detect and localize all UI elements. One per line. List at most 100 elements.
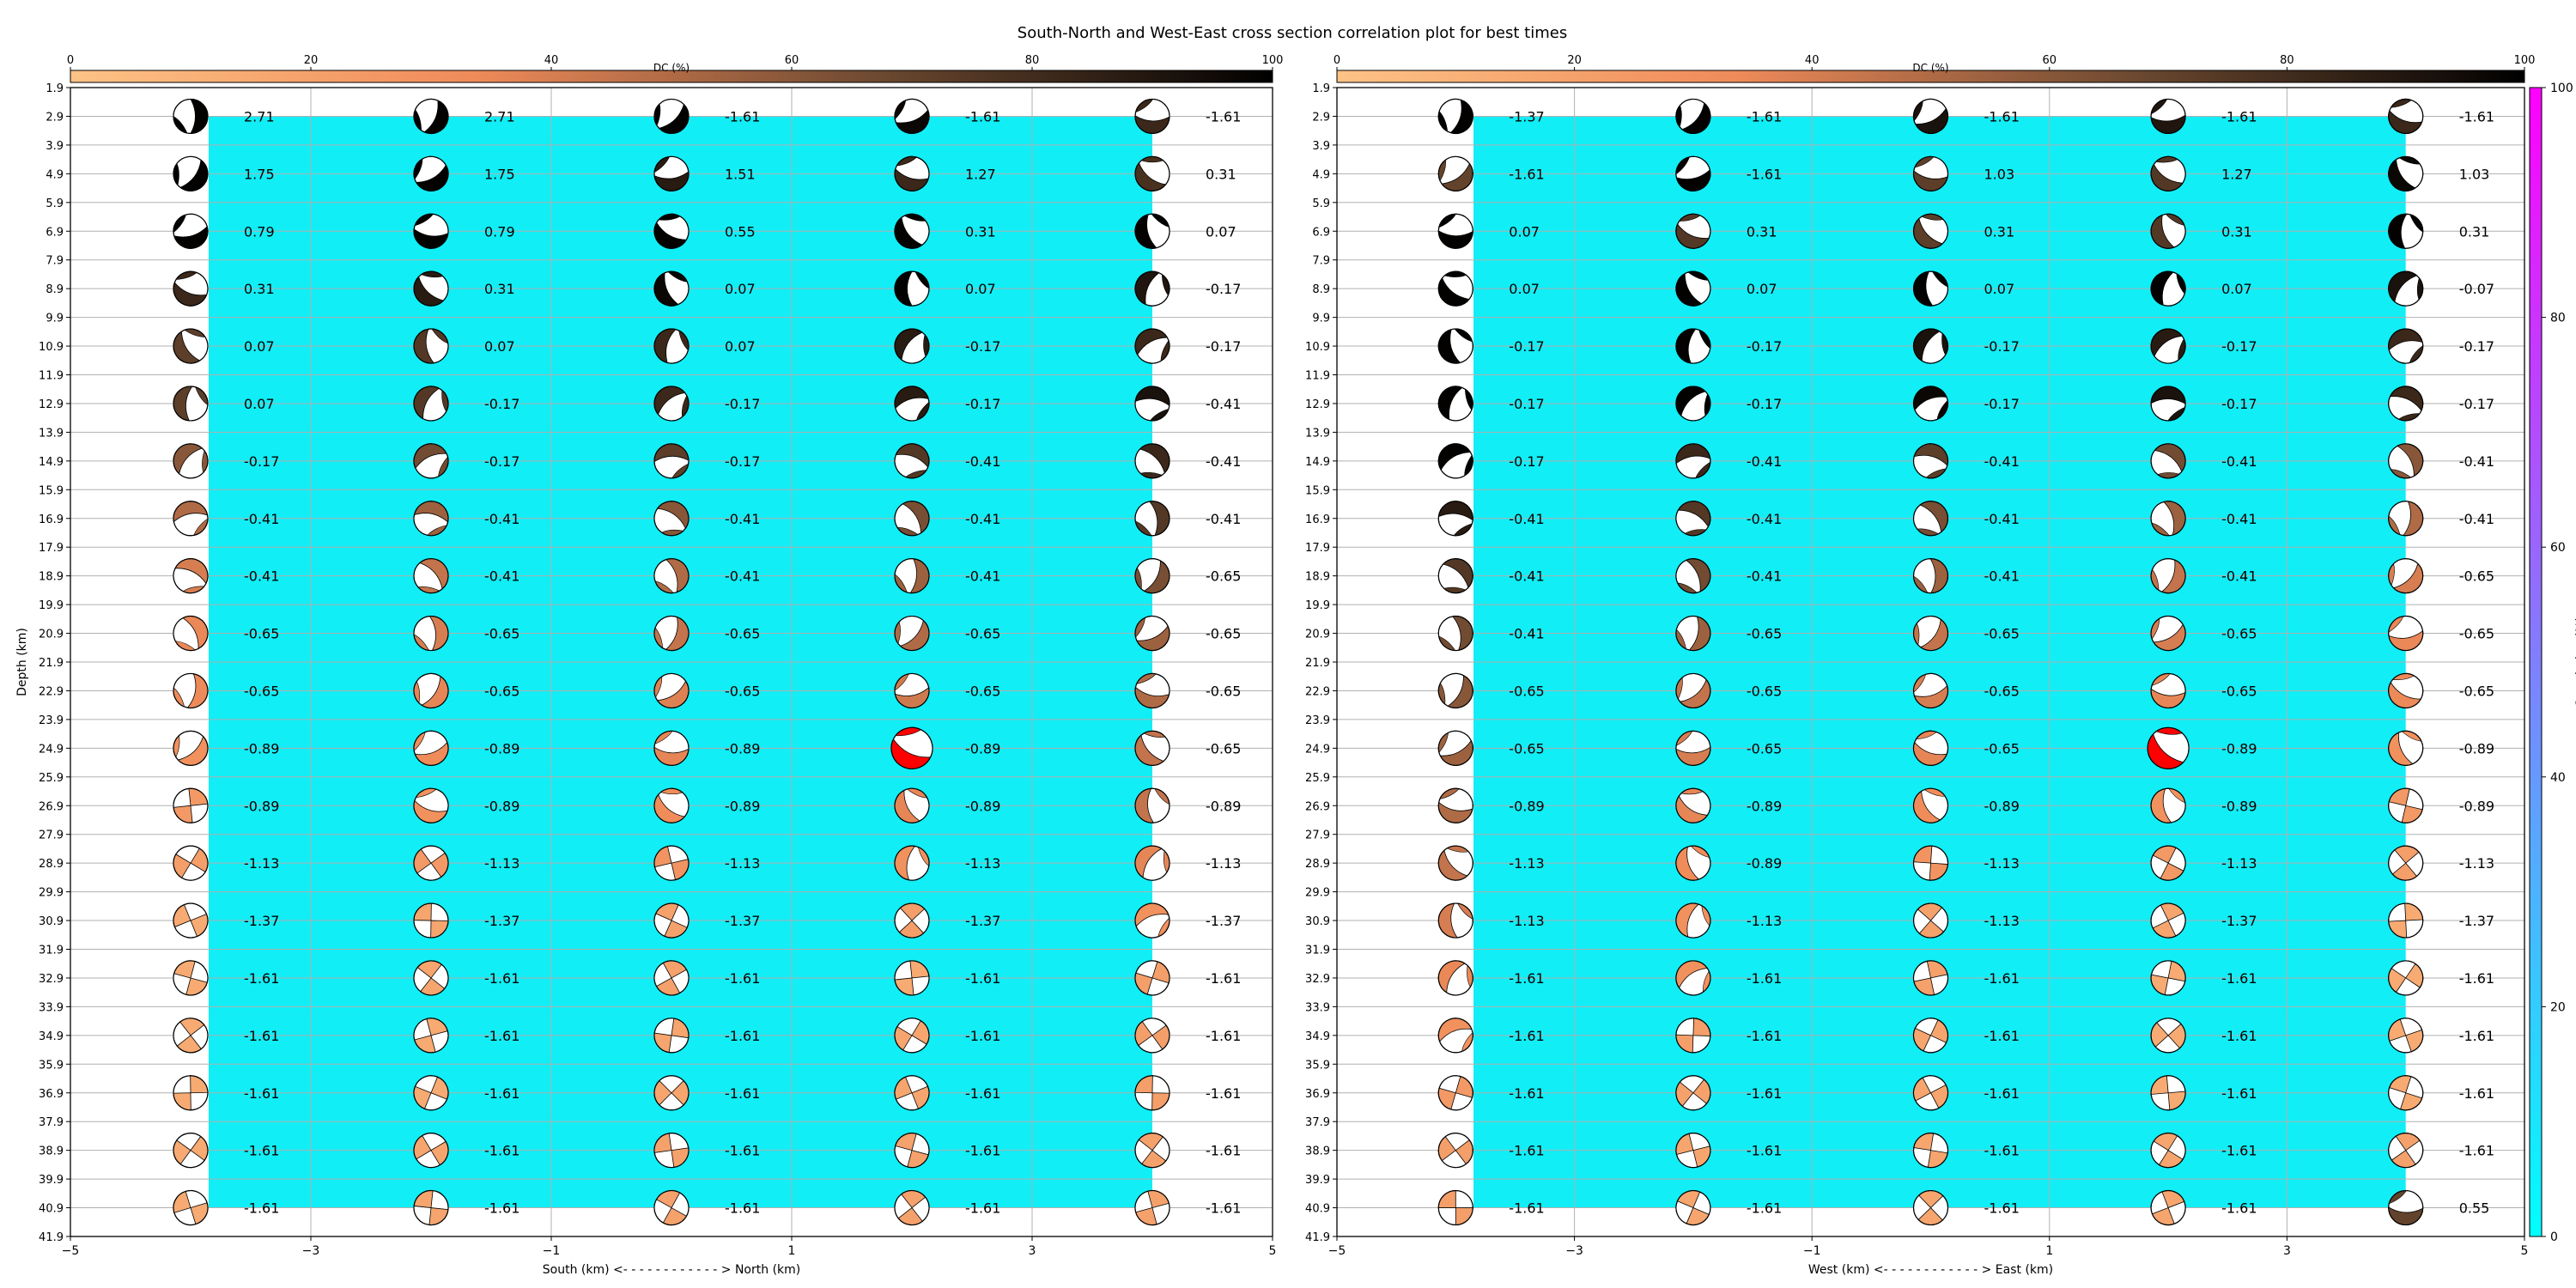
y-tick-label: 36.9: [1305, 1088, 1330, 1101]
beachball-rim: [1675, 845, 1711, 881]
beachball-rim: [173, 1133, 209, 1169]
correlation-label: 1.27: [2221, 166, 2252, 182]
correlation-label: -0.17: [1509, 396, 1544, 412]
beachball-rim: [894, 1075, 930, 1111]
beachball: [413, 730, 449, 766]
y-tick-label: 2.9: [1312, 111, 1330, 124]
beachball-rim: [1912, 1018, 1949, 1054]
corr-tick-label: 0: [2550, 1230, 2558, 1244]
x-tick-label: −1: [543, 1244, 561, 1258]
beachball: [173, 1189, 209, 1226]
beachball-rim: [1912, 787, 1949, 823]
beachball: [1675, 270, 1711, 307]
y-tick-label: 39.9: [1305, 1174, 1330, 1187]
correlation-label: -0.41: [1206, 453, 1241, 470]
correlation-label: -1.61: [725, 970, 760, 987]
beachball-rim: [2150, 213, 2186, 249]
beachball-rim: [413, 902, 449, 939]
y-tick-label: 1.9: [46, 82, 64, 95]
beachball-rim: [1437, 328, 1473, 364]
beachball: [1675, 1018, 1711, 1054]
correlation-label: -0.41: [1747, 511, 1782, 527]
correlation-label: -0.41: [1509, 626, 1544, 642]
beachball-rim: [653, 328, 690, 364]
y-tick-label: 13.9: [39, 427, 64, 440]
beachball: [2388, 730, 2424, 766]
correlation-label: -1.61: [965, 970, 1000, 987]
y-tick-label: 8.9: [1312, 283, 1330, 296]
correlation-label: -1.61: [244, 1143, 279, 1159]
beachball: [1912, 960, 1949, 996]
y-tick-label: 17.9: [39, 542, 64, 555]
correlation-label: 1.75: [484, 166, 515, 182]
correlation-label: -1.61: [244, 970, 279, 987]
correlation-label: 0.79: [244, 223, 275, 240]
beachball: [1437, 155, 1473, 191]
beachball-rim: [894, 1189, 930, 1226]
beachball: [173, 501, 209, 537]
dc-tick-label: 20: [1567, 54, 1582, 67]
beachball-rim: [1134, 615, 1170, 652]
beachball-rim: [2388, 615, 2424, 652]
beachball-rim: [1912, 845, 1949, 881]
beachball-rim: [1437, 270, 1473, 307]
correlation-label: -0.89: [484, 740, 519, 756]
correlation-label: -1.13: [1984, 913, 2020, 929]
y-tick-label: 26.9: [39, 800, 64, 813]
correlation-label: 2.71: [484, 108, 515, 125]
y-tick-label: 27.9: [39, 829, 64, 842]
correlation-label: -0.89: [244, 798, 279, 814]
beachball-rim: [2150, 270, 2186, 307]
beachball-rim: [1675, 960, 1711, 996]
beachball-rim: [1134, 1018, 1170, 1054]
y-tick-label: 13.9: [1305, 427, 1330, 440]
beachball-rim: [173, 615, 209, 652]
correlation-label: 0.31: [484, 281, 515, 297]
beachball: [1437, 213, 1473, 249]
beachball-rim: [894, 98, 930, 135]
beachball: [894, 98, 930, 135]
beachball-rim: [1675, 1075, 1711, 1111]
correlation-label: -0.89: [484, 798, 519, 814]
beachball: [653, 155, 690, 191]
correlation-label: -0.17: [2459, 338, 2494, 355]
beachball: [653, 1189, 690, 1226]
beachball: [2388, 328, 2424, 364]
beachball: [1437, 615, 1473, 652]
beachball: [1437, 960, 1473, 996]
beachball: [1437, 1075, 1473, 1111]
beachball-rim: [1134, 672, 1170, 709]
beachball: [173, 1075, 209, 1111]
beachball-rim: [1675, 213, 1711, 249]
correlation-label: -1.61: [725, 1143, 760, 1159]
dc-tick-label: 40: [544, 54, 559, 67]
beachball-rim: [2388, 558, 2424, 594]
beachball: [1912, 730, 1949, 766]
figure-title: South-North and West-East cross section …: [1018, 24, 1567, 42]
correlation-label: 0.31: [965, 223, 996, 240]
dc-colorbar-label: DC (%): [653, 62, 690, 74]
beachball-rim: [1912, 443, 1949, 479]
beachball-rim: [1437, 730, 1473, 766]
correlation-label: -0.65: [2459, 568, 2494, 585]
correlation-label: -0.17: [2459, 396, 2494, 412]
beachball: [1675, 787, 1711, 823]
correlation-label: -1.61: [1509, 1200, 1544, 1217]
correlation-label: -0.65: [2221, 626, 2257, 642]
beachball-rim: [2150, 558, 2186, 594]
y-tick-label: 28.9: [1305, 858, 1330, 871]
beachball: [1437, 386, 1473, 422]
correlation-label: -0.17: [1509, 453, 1544, 470]
correlation-label: -1.61: [1984, 1143, 2020, 1159]
beachball-rim: [1912, 1133, 1949, 1169]
correlation-label: -1.61: [1984, 970, 2020, 987]
beachball-rim: [653, 1189, 690, 1226]
y-tick-label: 26.9: [1305, 800, 1330, 813]
y-tick-label: 14.9: [39, 456, 64, 469]
beachball: [2150, 328, 2186, 364]
beachball: [653, 1133, 690, 1169]
correlation-label: 0.31: [1984, 223, 2015, 240]
beachball-rim: [1134, 443, 1170, 479]
x-tick-label: 3: [2283, 1244, 2291, 1258]
beachball: [2388, 213, 2424, 249]
